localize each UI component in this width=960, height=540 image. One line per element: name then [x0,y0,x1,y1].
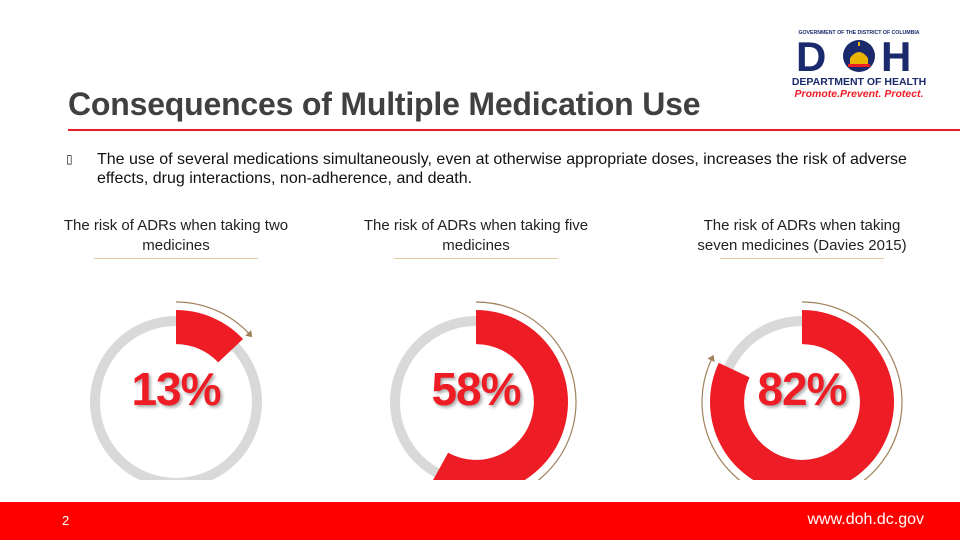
caption-divider [94,258,258,259]
logo-government-line: GOVERNMENT OF THE DISTRICT OF COLUMBIA [798,30,919,36]
title-underline [68,129,960,131]
logo-tagline: Promote.Prevent. Protect. [795,88,924,100]
logo-department: DEPARTMENT OF HEALTH [792,76,926,88]
chart-caption: The risk of ADRs when taking five medici… [363,217,589,254]
bullet-point: ▯ The use of several medications simulta… [66,150,936,188]
percentage-label: 13% [131,363,221,415]
chart-caption-block: The risk of ADRs when taking two medicin… [61,196,291,256]
arrowhead-icon [245,330,253,338]
chart-caption: The risk of ADRs when taking two medicin… [63,217,289,254]
footer-url: www.doh.dc.gov [807,511,924,528]
donut-chart [90,301,262,480]
arrowhead-icon [707,354,715,362]
donut-chart [701,301,903,480]
donut-arrow-arc [175,301,250,334]
slide-title: Consequences of Multiple Medication Use [68,86,701,122]
donut-arrow-arc [475,301,577,480]
chart-caption: The risk of ADRs when taking seven medic… [697,217,907,254]
logo-o-bar [848,64,870,67]
donut-chart [390,301,577,480]
page-number: 2 [62,513,70,528]
donut-value-slice [176,310,244,363]
donut-arrow-arc [701,301,903,480]
bullet-marker: ▯ [66,152,73,166]
chart-caption-block: The risk of ADRs when taking seven medic… [687,196,917,256]
donut-value-slice [710,310,894,480]
percentage-label: 82% [757,363,847,415]
caption-divider [720,258,884,259]
logo-letter-d: D [796,33,826,80]
percentage-label: 58% [431,363,521,415]
logo-letter-h: H [881,33,911,80]
bullet-text: The use of several medications simultane… [97,151,907,187]
caption-divider [394,258,558,259]
chart-caption-block: The risk of ADRs when taking five medici… [361,196,591,256]
doh-logo: GOVERNMENT OF THE DISTRICT OF COLUMBIA D… [792,30,926,100]
footer-bar: 2 www.doh.dc.gov [0,502,960,540]
donut-value-slice [433,310,568,480]
logo-capitol-dome-icon [850,42,868,64]
